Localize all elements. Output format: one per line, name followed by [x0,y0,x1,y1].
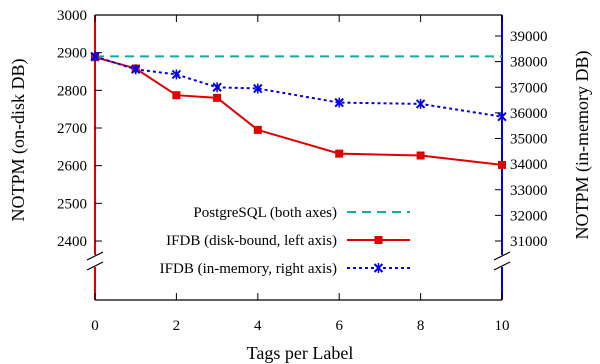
left-tick-label: 2800 [57,83,87,99]
right-tick-label: 38000 [510,55,548,71]
right-tick-label: 32000 [510,208,548,224]
data-point-ifdb-disk [172,91,181,100]
data-point-ifdb-memory [171,69,182,80]
data-point-ifdb-disk [253,125,262,134]
data-point-ifdb-memory [334,97,344,108]
data-point-ifdb-memory [253,83,263,94]
left-y-axis-title: NOTPM (on-disk DB) [8,58,29,221]
x-tick-label: 10 [495,318,510,334]
data-point-ifdb-memory [130,64,141,75]
data-point-ifdb-disk [335,149,344,158]
data-point-ifdb-memory [90,51,100,62]
left-tick-label: 2500 [57,196,87,212]
right-y-axis-title: NOTPM (in-memory DB) [572,51,593,240]
x-axis: 0 2 4 6 8 10 [91,15,510,334]
left-tick-label: 2900 [57,46,87,62]
series-line-ifdb-memory [94,55,503,118]
left-tick-label: 2400 [57,234,87,250]
legend-label-ifdb-disk: IFDB (disk-bound, left axis) [166,233,337,249]
series-group [90,51,507,169]
right-tick-label: 36000 [510,106,548,122]
data-point-ifdb-memory [415,98,426,109]
legend-marker-ifdb-memory [373,263,384,273]
right-axis-break-mark-upper [493,251,511,261]
right-tick-label: 34000 [510,157,548,173]
data-point-ifdb-disk [498,160,506,169]
right-tick-label: 39000 [510,29,548,45]
x-axis-title: Tags per Label [247,343,354,363]
right-tick-label: 35000 [510,132,548,148]
data-point-ifdb-memory [212,82,222,93]
legend-label-postgresql: PostgreSQL (both axes) [193,205,337,221]
legend: PostgreSQL (both axes) IFDB (disk-bound, … [160,205,410,277]
right-tick-label: 37000 [510,80,548,96]
right-tick-label: 31000 [510,234,548,250]
left-axis-break-mark-lower [86,261,104,271]
right-axis-break-mark-lower [493,261,511,271]
left-tick-label: 2700 [57,121,87,137]
left-tick-label: 3000 [57,8,87,24]
data-point-ifdb-disk [416,151,425,160]
left-y-axis: 2400 2500 2600 2700 2800 2900 3000 [57,8,102,250]
right-tick-label: 33000 [510,183,548,199]
x-tick-label: 4 [254,318,262,334]
data-point-ifdb-memory [497,111,507,122]
x-tick-label: 8 [417,318,425,334]
x-tick-label: 0 [91,318,99,334]
x-tick-label: 6 [335,318,343,334]
right-y-axis: 31000 32000 33000 34000 35000 36000 37000 38000… [495,29,548,250]
left-axis-break-mark-upper [86,251,104,261]
x-tick-label: 2 [173,318,181,334]
series-line-ifdb-disk [94,56,503,166]
legend-label-ifdb-memory: IFDB (in-memory, right axis) [160,261,337,277]
data-point-ifdb-disk [213,93,222,102]
legend-marker-ifdb-disk [374,236,383,244]
left-tick-label: 2600 [57,159,87,175]
